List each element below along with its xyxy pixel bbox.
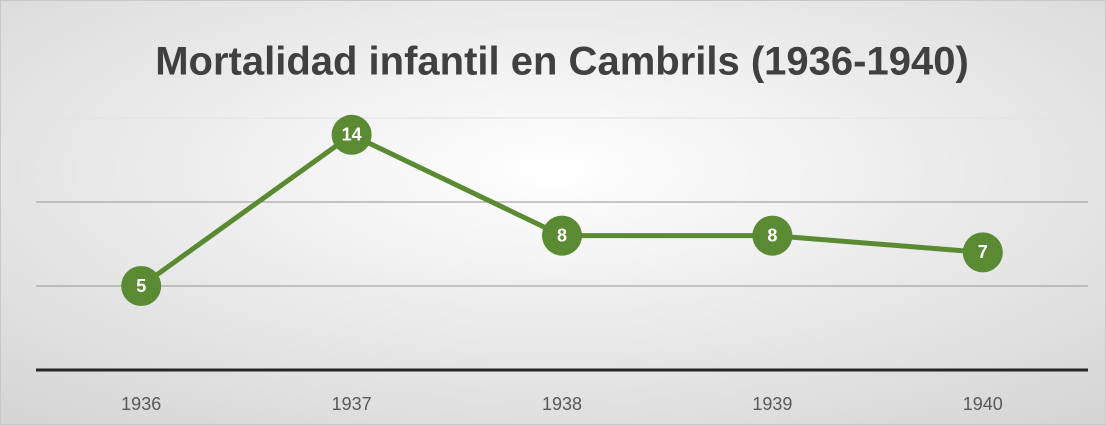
data-point	[121, 266, 162, 306]
x-tick-label: 1937	[332, 394, 372, 414]
data-point	[962, 232, 1003, 273]
data-label: 8	[767, 225, 777, 245]
x-tick-label: 1939	[752, 394, 792, 414]
data-point	[331, 114, 372, 155]
data-label: 14	[342, 125, 362, 145]
data-point	[542, 215, 582, 256]
data-label: 7	[978, 242, 988, 262]
chart-title: Mortalidad infantil en Cambrils (1936-19…	[155, 40, 969, 84]
x-tick-label: 1936	[121, 394, 161, 414]
data-label: 5	[136, 276, 146, 296]
x-tick-label: 1940	[963, 394, 1003, 414]
x-tick-label: 1938	[542, 394, 582, 414]
data-label: 8	[557, 225, 567, 245]
data-point	[752, 215, 793, 256]
